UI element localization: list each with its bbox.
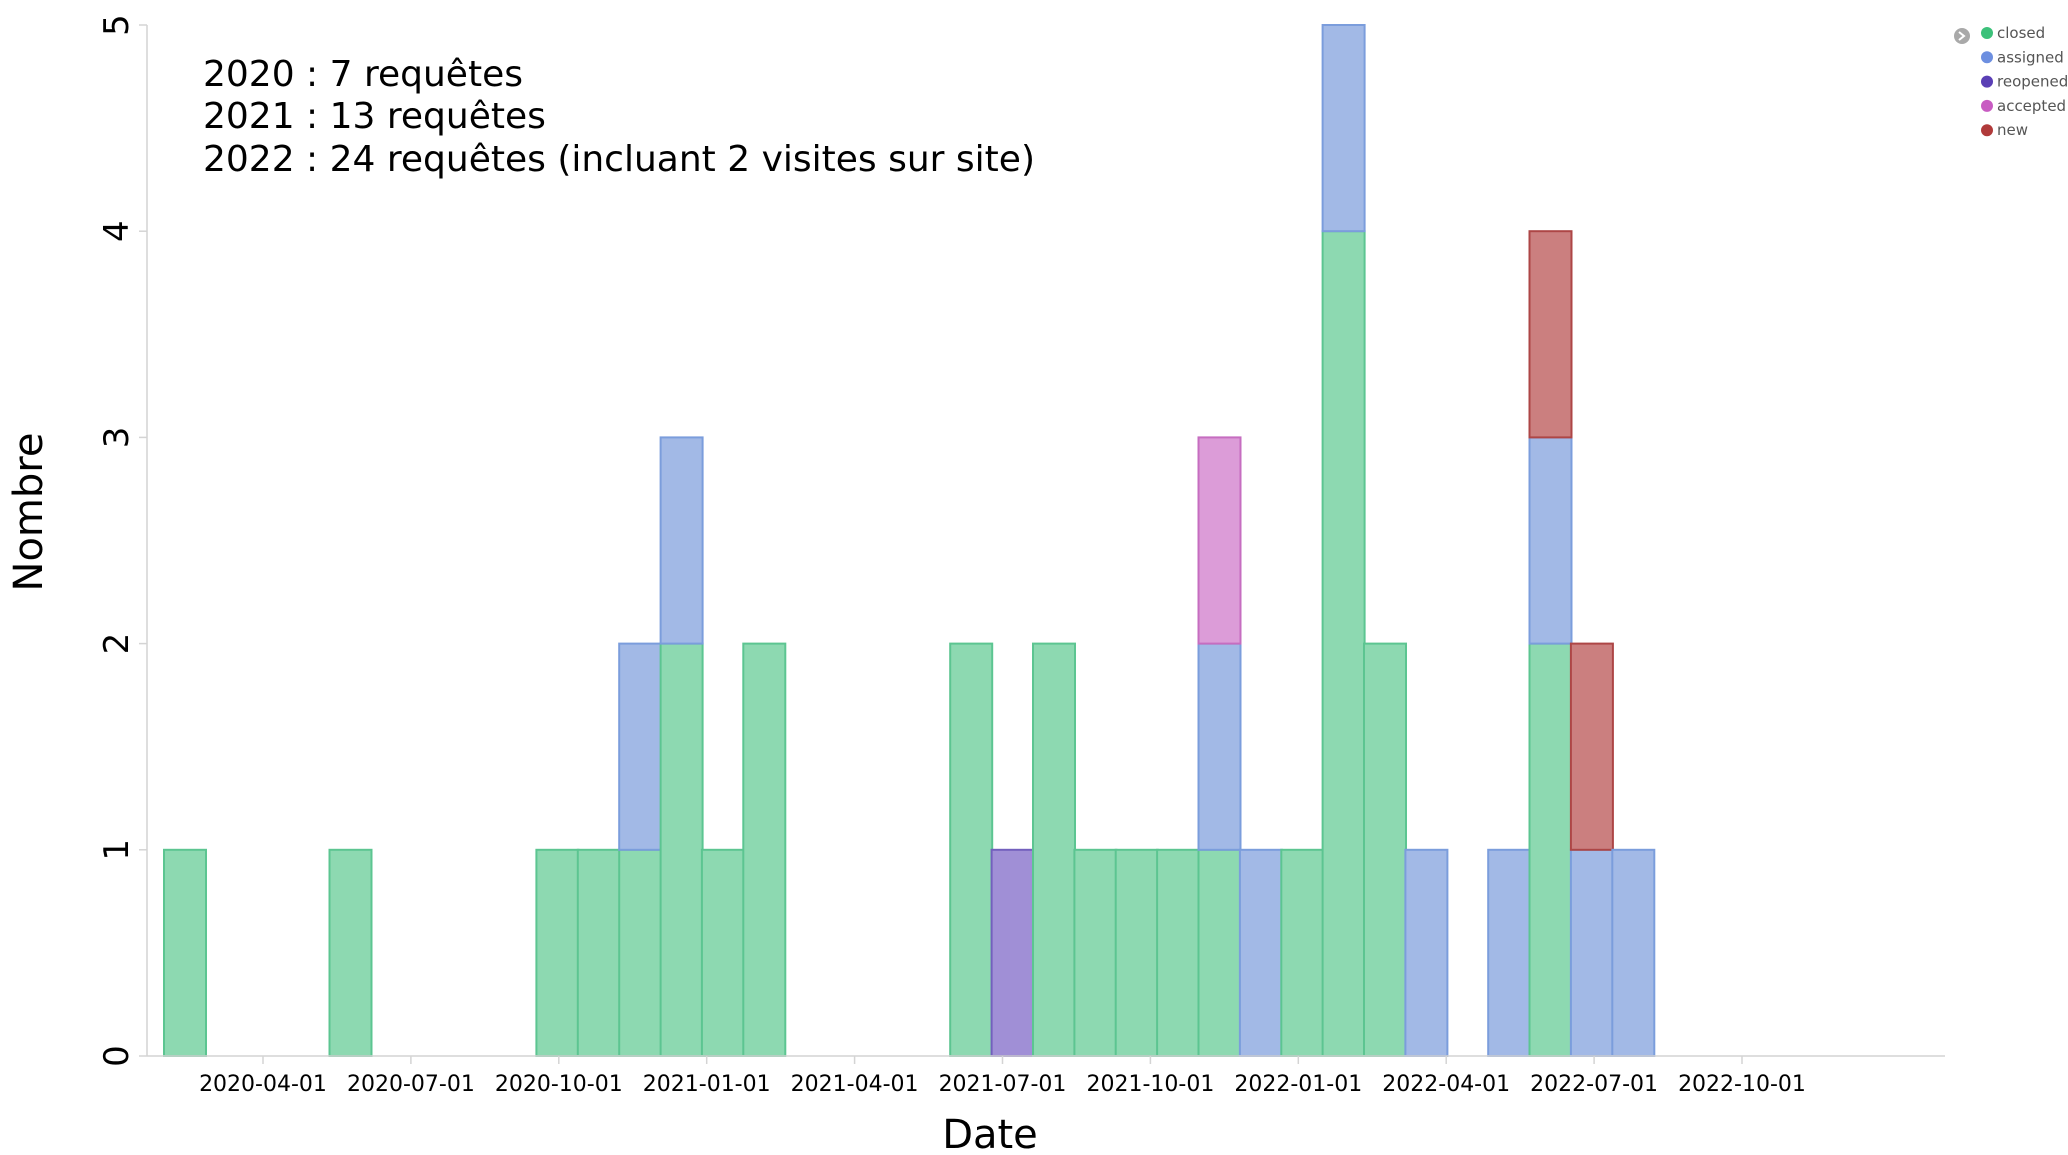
bar-closed-2020-11: [576, 848, 621, 1057]
legend-toggle-icon[interactable]: [1954, 28, 1970, 44]
legend-label-new[interactable]: new: [1997, 121, 2028, 139]
bar-assigned-2022-05: [1321, 24, 1366, 233]
bars-layer: [163, 24, 1656, 1057]
legend-swatch-new: [1981, 124, 1993, 137]
bar-closed-2021-10: [1032, 642, 1076, 1057]
bar-closed-2022-04: [1280, 848, 1325, 1057]
bar-closed-2022-02: [1197, 848, 1242, 1057]
legend-swatch-reopened: [1981, 75, 1993, 88]
bar-closed-2021-08: [949, 642, 994, 1057]
x-tick-label: 2020-07-01: [347, 1072, 475, 1097]
bar-closed-2022-10: [1528, 642, 1573, 1057]
legend-label-accepted[interactable]: accepted: [1997, 97, 2066, 115]
bar-assigned-2021-01: [659, 436, 704, 645]
bar-closed-2021-02: [700, 848, 745, 1057]
x-tick-label: 2022-04-01: [1382, 1072, 1510, 1097]
bar-closed-2021-03: [742, 642, 787, 1057]
bar-assigned-2022-02: [1197, 642, 1242, 851]
y-tick-label: 0: [97, 1045, 137, 1067]
bar-assigned-2022-03: [1238, 848, 1283, 1057]
annotation-box: 2020 : 7 requêtes 2021 : 13 requêtes 202…: [203, 54, 1035, 180]
legend-swatch-accepted: [1981, 99, 1993, 112]
x-tick-label: 2020-04-01: [199, 1072, 327, 1097]
x-ticks: 2020-04-01 2020-07-01 2020-10-01 2021-01-01…: [199, 1056, 1806, 1097]
y-tick-label: 5: [97, 14, 137, 36]
bar-closed-2020-10: [535, 848, 580, 1057]
annotation-line-2021: 2021 : 13 requêtes: [203, 96, 546, 137]
legend: closed assigned reopened accepted new: [1954, 24, 2068, 139]
bar-reopened-2021-09: [990, 848, 1035, 1057]
bar-closed-2020-05: [328, 848, 373, 1057]
y-tick-label: 3: [97, 427, 137, 449]
bar-assigned-2022-12: [1611, 848, 1656, 1057]
x-tick-label: 2020-10-01: [495, 1072, 623, 1097]
legend-label-reopened[interactable]: reopened: [1997, 73, 2068, 91]
bar-closed-2020-12: [618, 848, 663, 1057]
bar-assigned-2022-10: [1528, 436, 1573, 645]
x-tick-label: 2021-01-01: [643, 1072, 771, 1097]
annotation-line-2020: 2020 : 7 requêtes: [203, 54, 523, 95]
x-tick-label: 2021-04-01: [791, 1072, 919, 1097]
bar-closed-2021-11: [1073, 848, 1118, 1057]
legend-label-assigned[interactable]: assigned: [1997, 48, 2064, 66]
legend-toggle-chevron-icon: [1958, 31, 1966, 41]
bar-assigned-2022-11: [1569, 848, 1614, 1057]
y-tick-label: 2: [97, 633, 137, 655]
x-tick-label: 2022-07-01: [1530, 1072, 1658, 1097]
x-tick-label: 2022-10-01: [1678, 1072, 1806, 1097]
bar-accepted-2022-02: [1197, 436, 1242, 645]
y-tick-label: 4: [97, 220, 137, 242]
bar-assigned-2022-07: [1404, 848, 1449, 1057]
y-tick-label: 1: [97, 839, 137, 861]
legend-swatch-closed: [1981, 27, 1993, 39]
annotation-line-2022: 2022 : 24 requêtes (incluant 2 visites s…: [203, 139, 1035, 180]
bar-assigned-2020-12: [618, 642, 663, 851]
legend-label-closed[interactable]: closed: [1997, 24, 2045, 42]
x-axis-title: Date: [942, 1112, 1038, 1155]
y-axis-title: Nombre: [6, 433, 52, 592]
bar-closed-2020-01: [163, 848, 207, 1057]
bar-closed-2021-12: [1114, 848, 1159, 1057]
bar-closed-2022-05: [1321, 230, 1366, 1057]
bar-closed-2022-06: [1363, 642, 1407, 1057]
x-tick-label: 2021-10-01: [1086, 1072, 1214, 1097]
bar-assigned-2022-09: [1487, 848, 1532, 1057]
y-ticks: 0 1 2 3 4 5: [97, 14, 147, 1067]
x-tick-label: 2021-07-01: [939, 1072, 1067, 1097]
legend-swatch-assigned: [1981, 51, 1993, 64]
bar-closed-2022-01: [1156, 848, 1201, 1057]
x-tick-label: 2022-01-01: [1234, 1072, 1362, 1097]
bar-new-2022-11: [1569, 642, 1614, 851]
legend-items: closed assigned reopened accepted new: [1981, 24, 2068, 139]
bar-closed-2021-01: [659, 642, 704, 1057]
bar-new-2022-10: [1528, 230, 1573, 439]
